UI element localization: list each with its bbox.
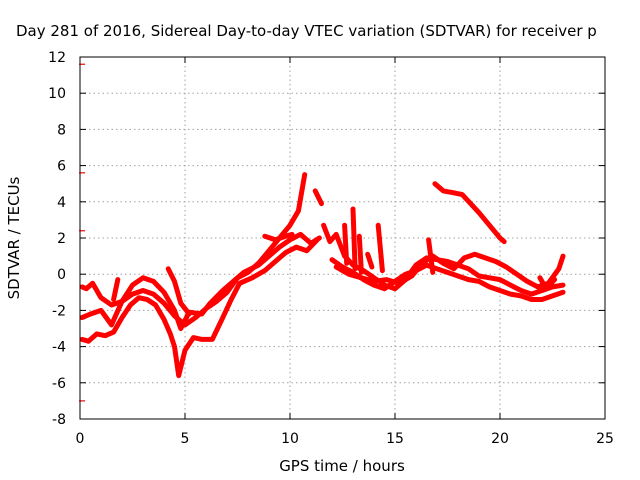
- x-tick-label: 10: [281, 431, 299, 447]
- y-tick-label: 6: [57, 159, 66, 175]
- series-line-14: [365, 251, 375, 270]
- y-tick-label: 12: [48, 50, 66, 66]
- chart-title: Day 281 of 2016, Sidereal Day-to-day VTE…: [16, 22, 597, 40]
- series-line-4: [111, 277, 121, 302]
- series-line-16: [426, 237, 436, 275]
- series-line-18: [537, 275, 558, 292]
- x-tick-label: 0: [76, 431, 85, 447]
- series-line-10: [333, 251, 566, 290]
- grid-lines: [80, 57, 605, 419]
- series-line-2: [79, 231, 322, 331]
- series-line-13: [356, 233, 364, 275]
- y-tick-label: 8: [57, 122, 66, 138]
- y-tick-label: 0: [57, 267, 66, 283]
- series-line-1: [79, 172, 308, 328]
- series-line-5: [165, 266, 192, 317]
- x-axis-ticks: 0 5 10 15 20 25: [76, 57, 614, 447]
- y-tick-label: 2: [57, 231, 66, 247]
- y-tick-label: -4: [52, 340, 66, 356]
- y-tick-label: -6: [52, 376, 66, 392]
- series-line-6: [262, 231, 295, 243]
- x-tick-label: 5: [181, 431, 190, 447]
- series-line-3: [79, 237, 320, 379]
- y-axis-label: SDTVAR / TECUs: [5, 176, 23, 299]
- y-tick-label: -2: [52, 303, 66, 319]
- series-line-11: [342, 222, 350, 266]
- x-axis-label: GPS time / hours: [279, 457, 405, 475]
- series-line-7: [312, 188, 324, 207]
- y-axis-ticks: -8 -6 -4 -2 0 2 4 6 8 10 12: [48, 50, 605, 428]
- series-line-9: [329, 257, 566, 302]
- x-tick-label: 20: [491, 431, 509, 447]
- y-tick-label: 10: [48, 86, 66, 102]
- x-tick-label: 25: [596, 431, 614, 447]
- series-line-17: [432, 181, 507, 245]
- x-tick-label: 15: [386, 431, 404, 447]
- series-line-12: [350, 206, 358, 272]
- y-tick-label: -8: [52, 412, 66, 428]
- series-group: [79, 172, 566, 379]
- y-tick-label: 4: [57, 195, 66, 211]
- series-line-15: [375, 222, 385, 274]
